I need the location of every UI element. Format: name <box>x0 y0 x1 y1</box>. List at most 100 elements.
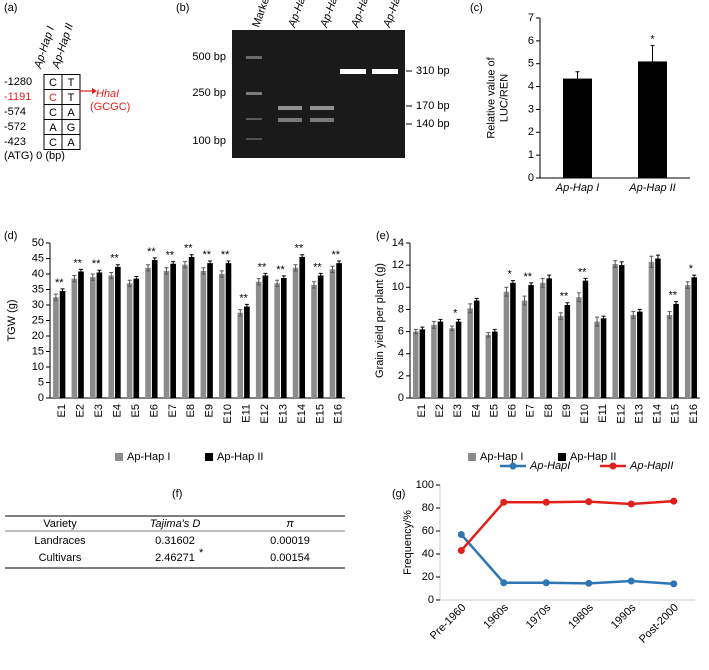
line <box>460 533 674 586</box>
error-bar <box>115 264 120 270</box>
point <box>542 579 550 587</box>
y-tick-label: 0 <box>528 172 534 184</box>
band-size: 140 bp <box>416 118 450 130</box>
error-bar <box>60 288 65 294</box>
error-bar <box>219 270 224 278</box>
bar <box>503 291 510 398</box>
error-bar <box>576 292 581 303</box>
bar <box>630 314 637 398</box>
error-bar <box>238 309 243 317</box>
table-panel: (f) Variety Tajima's D π Landraces 0.31602 0.… <box>5 488 345 569</box>
bar <box>558 316 564 398</box>
x-tick-label: E11 <box>241 404 253 423</box>
bar <box>244 306 250 398</box>
significance: ** <box>221 249 230 261</box>
y-tick-label: 7 <box>528 12 534 24</box>
bar <box>413 331 419 398</box>
sequence-rows: -1280 C T-1191 C T-574 C A-572 A G-423 C A <box>4 74 81 150</box>
error-bar <box>226 260 231 266</box>
bar <box>594 321 600 398</box>
error-bar <box>171 261 176 267</box>
significance: ** <box>295 243 304 255</box>
y-tick-label: 100 <box>416 479 434 491</box>
legend-swatch <box>115 453 123 461</box>
table-cell: 0.00154 <box>270 552 310 564</box>
base: C <box>49 107 57 119</box>
base: T <box>68 77 75 89</box>
bar <box>317 275 324 398</box>
error-bar <box>53 293 58 301</box>
x-tick-label: Ap-Hap I <box>555 182 599 194</box>
error-bar <box>97 269 102 276</box>
bar <box>219 274 225 398</box>
x-tick-label: 1970s <box>524 601 554 631</box>
x-tick-label: E7 <box>167 404 179 417</box>
error-bar <box>413 328 418 335</box>
error-bar <box>692 274 697 281</box>
base: G <box>67 122 76 134</box>
y-tick-label: 30 <box>32 299 44 311</box>
base: C <box>49 92 57 104</box>
y-tick-label: 14 <box>392 237 404 249</box>
x-tick-label: 1980s <box>566 601 596 631</box>
bar <box>546 278 552 398</box>
error-bar <box>575 71 580 86</box>
error-bar <box>558 312 563 320</box>
base: A <box>67 137 75 149</box>
significance: * <box>199 547 204 559</box>
error-bar <box>330 265 335 273</box>
panel-label: (a) <box>4 2 17 14</box>
base: C <box>49 77 57 89</box>
y-tick-label: 20 <box>422 571 434 583</box>
bar <box>237 312 244 398</box>
error-bar <box>685 281 690 289</box>
error-bar <box>650 44 655 78</box>
bar <box>59 291 66 398</box>
significance: * <box>453 307 458 319</box>
lane-label: Ap-Hap I <box>286 0 312 30</box>
bar <box>419 329 426 398</box>
error-bar <box>631 311 636 319</box>
x-tick-label: E13 <box>277 404 289 424</box>
significance: ** <box>258 261 267 273</box>
significance: ** <box>313 261 322 273</box>
band-size: 310 bp <box>416 65 450 77</box>
significance: ** <box>560 291 569 303</box>
table-cell: Cultivars <box>39 552 82 564</box>
legend-label: Ap-Hap II <box>217 451 263 463</box>
x-tick-label: E7 <box>525 404 537 417</box>
error-bar <box>583 277 588 284</box>
bar <box>274 283 280 398</box>
y-tick-label: 50 <box>32 237 44 249</box>
bar <box>437 321 444 398</box>
error-bar <box>189 254 194 260</box>
table-cell: Landraces <box>34 535 86 547</box>
error-bar <box>468 303 473 314</box>
x-tick-label: E12 <box>259 404 271 424</box>
error-bar <box>474 297 479 304</box>
point <box>585 579 593 587</box>
base: A <box>67 107 75 119</box>
bar <box>467 308 473 398</box>
footer: (ATG) 0 (bp) <box>4 150 65 162</box>
significance: ** <box>73 257 82 269</box>
bar <box>563 78 592 178</box>
bar <box>89 277 96 398</box>
bar <box>637 311 643 398</box>
x-tick-label: E6 <box>148 404 160 417</box>
legend-marker <box>609 462 617 470</box>
error-bar <box>655 254 660 263</box>
significance: ** <box>578 266 587 278</box>
table-cell: 0.31602 <box>155 535 195 547</box>
error-bar <box>492 328 497 335</box>
x-tick-label: E4 <box>111 404 123 417</box>
significance: ** <box>239 292 248 304</box>
x-tick-label: E8 <box>185 404 197 417</box>
error-bar <box>510 280 515 286</box>
error-bar <box>649 255 654 268</box>
lane-label: Ap-Hap II <box>381 0 409 30</box>
position: -574 <box>4 106 26 118</box>
bar <box>188 256 195 398</box>
base: C <box>49 137 57 149</box>
